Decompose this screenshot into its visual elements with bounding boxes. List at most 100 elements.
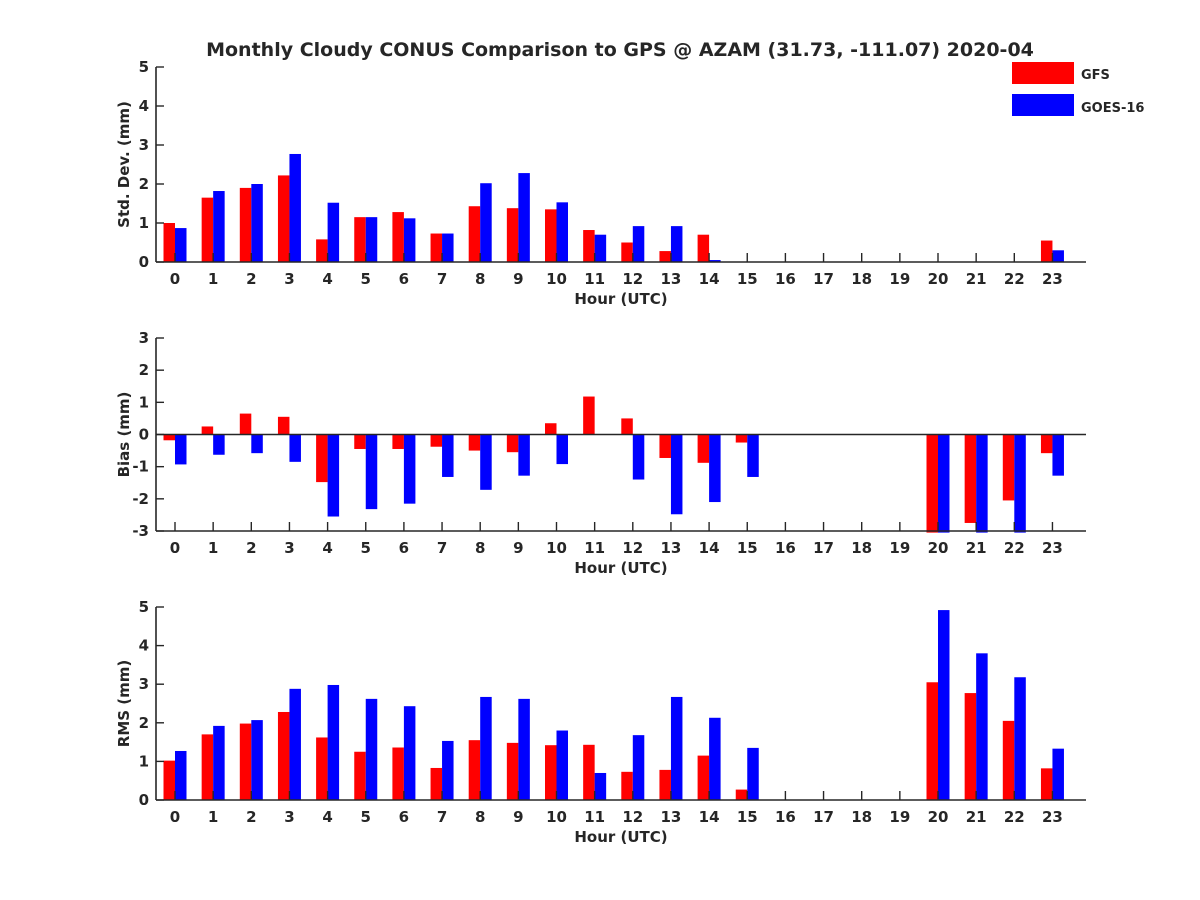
bar-goes16-hour-10 (556, 434, 568, 465)
x-tick-label: 16 (775, 808, 796, 826)
x-tick-label: 16 (775, 270, 796, 288)
x-tick-label: 10 (546, 270, 567, 288)
bar-goes16-hour-23 (1052, 250, 1064, 262)
x-tick-label: 5 (361, 539, 371, 557)
bar-gfs-hour-10 (545, 209, 557, 262)
y-tick-label: 2 (139, 714, 149, 732)
y-tick-label: 3 (139, 675, 149, 693)
x-tick-label: 6 (399, 539, 409, 557)
x-tick-label: 22 (1004, 270, 1025, 288)
x-tick-label: 20 (928, 808, 949, 826)
x-tick-label: 10 (546, 539, 567, 557)
x-tick-label: 20 (928, 539, 949, 557)
bar-goes16-hour-3 (289, 434, 301, 462)
bar-goes16-hour-9 (518, 173, 530, 262)
bar-gfs-hour-22 (1002, 720, 1015, 800)
bar-gfs-hour-2 (239, 413, 252, 435)
bar-gfs-hour-6 (392, 747, 404, 800)
x-tick-label: 15 (737, 808, 758, 826)
bar-gfs-hour-21 (964, 434, 977, 523)
x-tick-label: 13 (661, 808, 682, 826)
y-tick-label: 1 (139, 393, 149, 411)
x-tick-label: 10 (546, 808, 567, 826)
bar-gfs-hour-0 (163, 434, 175, 441)
bar-goes16-hour-10 (556, 202, 568, 262)
bar-goes16-hour-5 (365, 217, 378, 262)
bar-gfs-hour-1 (201, 197, 214, 262)
bar-gfs-hour-20 (926, 434, 938, 533)
x-tick-label: 3 (284, 270, 294, 288)
bar-goes16-hour-7 (442, 434, 454, 477)
x-tick-label: 14 (699, 539, 720, 557)
x-tick-label: 8 (475, 270, 485, 288)
bar-goes16-hour-9 (518, 434, 530, 476)
x-tick-label: 7 (437, 270, 447, 288)
bar-goes16-hour-20 (938, 610, 950, 800)
x-tick-label: 21 (966, 270, 987, 288)
bar-gfs-hour-23 (1040, 240, 1053, 262)
bar-goes16-hour-5 (365, 434, 378, 510)
bar-gfs-hour-13 (659, 251, 671, 262)
x-tick-label: 23 (1042, 539, 1063, 557)
x-tick-label: 12 (622, 270, 643, 288)
bar-goes16-hour-4 (327, 434, 340, 517)
x-tick-label: 17 (813, 539, 834, 557)
bar-goes16-hour-1 (213, 434, 225, 455)
bar-gfs-hour-6 (392, 434, 404, 449)
bar-goes16-hour-0 (175, 434, 187, 465)
x-tick-label: 2 (246, 539, 256, 557)
bar-goes16-hour-11 (594, 234, 607, 262)
bar-gfs-hour-2 (239, 187, 252, 262)
x-axis-label: Hour (UTC) (574, 559, 667, 577)
x-tick-label: 9 (513, 539, 523, 557)
bar-goes16-hour-0 (175, 750, 187, 800)
bar-gfs-hour-5 (354, 434, 366, 449)
x-tick-label: 18 (851, 539, 872, 557)
bar-goes16-hour-23 (1052, 748, 1064, 800)
bar-gfs-hour-13 (659, 434, 671, 458)
bar-gfs-hour-12 (621, 771, 633, 800)
bar-gfs-hour-12 (621, 418, 633, 435)
x-tick-label: 8 (475, 808, 485, 826)
legend-label-gfs: GFS (1081, 68, 1110, 83)
bar-goes16-hour-2 (251, 434, 263, 454)
x-tick-label: 5 (361, 808, 371, 826)
bar-gfs-hour-3 (277, 416, 290, 435)
x-tick-label: 2 (246, 808, 256, 826)
bar-goes16-hour-15 (747, 434, 759, 477)
x-tick-label: 15 (737, 539, 758, 557)
legend-label-goes16: GOES-16 (1081, 101, 1144, 116)
bar-gfs-hour-11 (583, 230, 595, 262)
x-tick-label: 3 (284, 808, 294, 826)
x-tick-label: 19 (889, 539, 910, 557)
y-tick-label: 0 (139, 253, 149, 271)
bar-gfs-hour-5 (354, 217, 366, 262)
x-tick-label: 3 (284, 539, 294, 557)
bar-goes16-hour-12 (632, 434, 645, 480)
bar-gfs-hour-10 (545, 745, 557, 800)
x-tick-label: 18 (851, 270, 872, 288)
y-tick-label: 5 (139, 58, 149, 76)
bar-goes16-hour-21 (976, 653, 988, 800)
bar-gfs-hour-9 (506, 742, 519, 800)
y-tick-label: -1 (132, 458, 149, 476)
bar-gfs-hour-9 (506, 434, 519, 453)
x-tick-label: 17 (813, 808, 834, 826)
x-tick-label: 22 (1004, 808, 1025, 826)
bar-gfs-hour-7 (430, 767, 443, 800)
x-tick-label: 0 (170, 270, 180, 288)
bar-gfs-hour-23 (1040, 434, 1053, 454)
bar-goes16-hour-0 (175, 228, 187, 262)
bar-goes16-hour-11 (594, 772, 607, 800)
bar-gfs-hour-23 (1040, 768, 1053, 800)
bar-goes16-hour-13 (670, 434, 683, 515)
x-tick-label: 20 (928, 270, 949, 288)
bar-gfs-hour-8 (468, 740, 481, 800)
x-tick-label: 22 (1004, 539, 1025, 557)
bar-goes16-hour-3 (289, 688, 301, 800)
bar-gfs-hour-12 (621, 242, 633, 262)
bar-goes16-hour-14 (709, 434, 721, 503)
y-tick-label: -2 (132, 490, 149, 508)
x-tick-label: 6 (399, 808, 409, 826)
